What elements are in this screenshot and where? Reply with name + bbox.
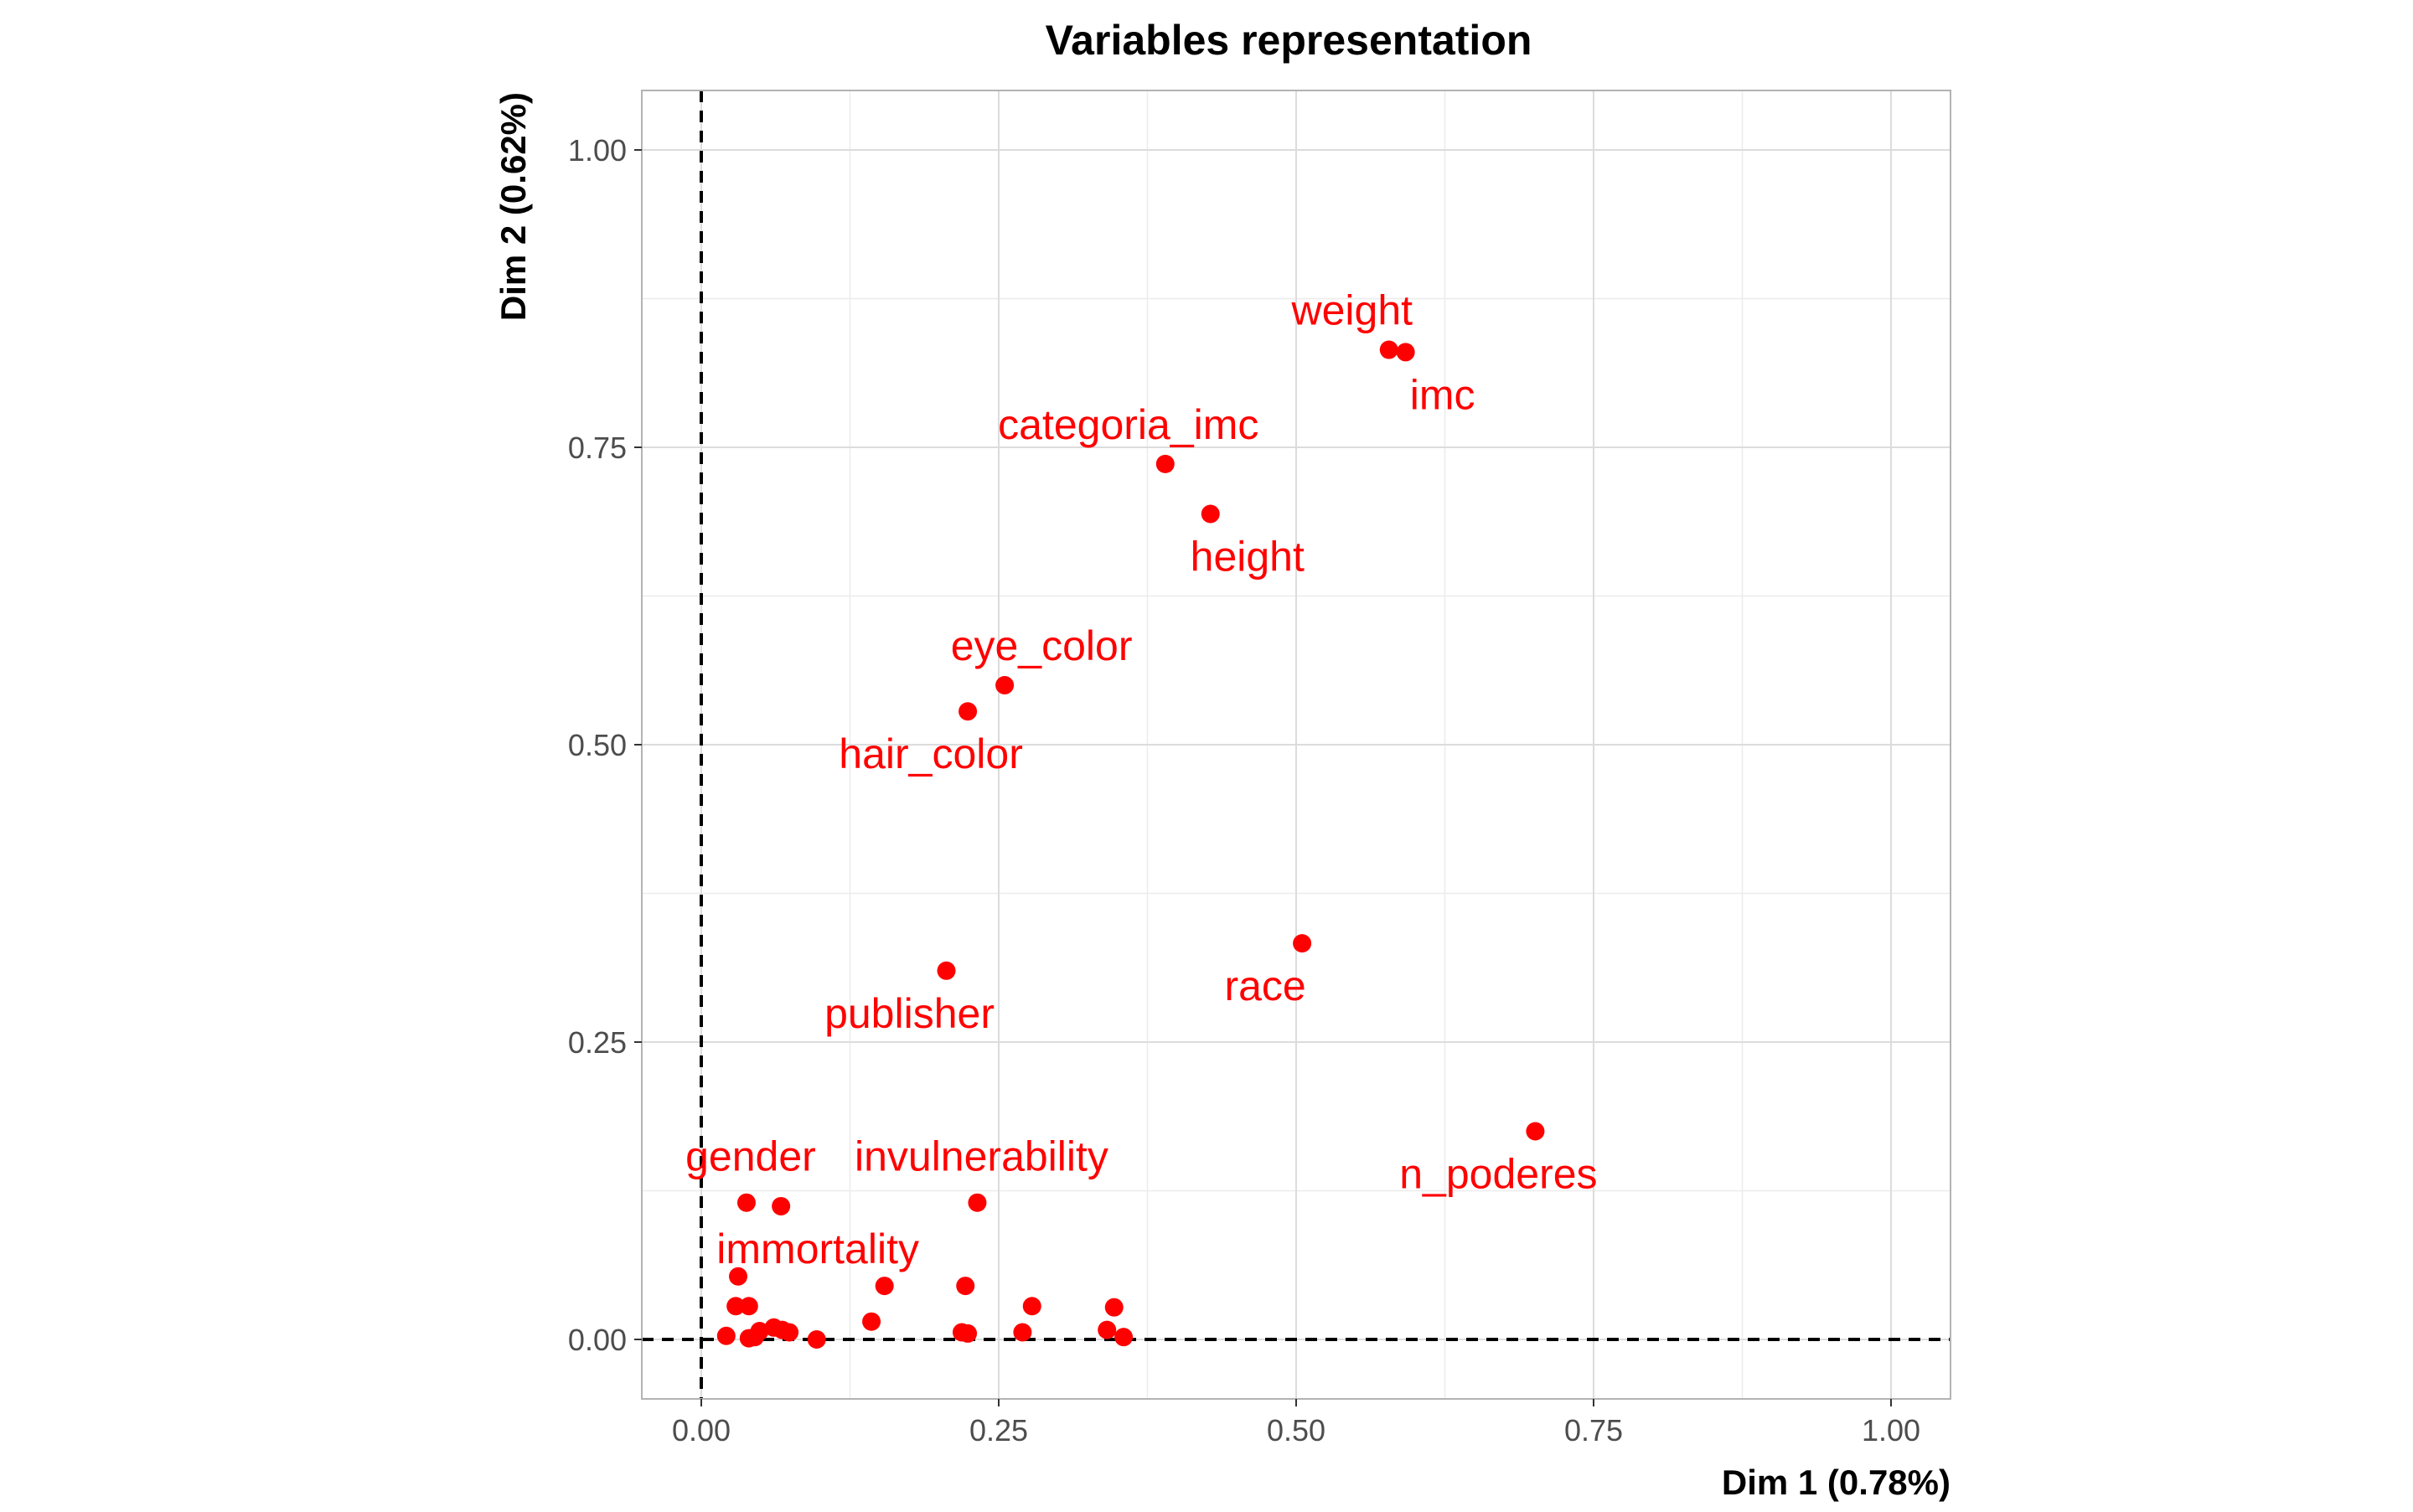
point-label-publisher: publisher <box>824 990 995 1037</box>
reference-lines <box>642 90 1951 1399</box>
x-tick-label: 1.00 <box>1862 1413 1920 1447</box>
data-point <box>1104 1298 1124 1317</box>
x-tick-label: 0.00 <box>672 1413 731 1447</box>
y-axis-ticks: 0.00 0.25 0.50 0.75 1.00 <box>568 133 642 1357</box>
data-point <box>1013 1323 1032 1342</box>
data-point <box>807 1330 826 1349</box>
x-axis-ticks: 0.00 0.25 0.50 0.75 1.00 <box>672 1399 1920 1447</box>
point-label-gender: gender <box>685 1133 816 1180</box>
data-point <box>956 1277 975 1296</box>
data-point <box>1293 934 1312 953</box>
y-tick-label: 0.75 <box>568 431 627 465</box>
data-point <box>780 1323 799 1342</box>
data-point <box>772 1196 791 1215</box>
data-points <box>716 340 1545 1349</box>
x-tick-label: 0.50 <box>1267 1413 1325 1447</box>
data-point <box>739 1297 758 1316</box>
data-point <box>1201 504 1220 524</box>
data-point <box>958 702 978 721</box>
y-axis-title: Dim 2 (0.62%) <box>493 92 533 321</box>
x-tick-label: 0.25 <box>969 1413 1028 1447</box>
data-point <box>736 1193 756 1212</box>
data-point <box>729 1267 748 1286</box>
data-point <box>1396 343 1415 362</box>
data-point <box>1155 454 1175 473</box>
y-tick-label: 0.00 <box>568 1323 627 1357</box>
data-point <box>937 961 956 980</box>
point-label-height: height <box>1191 534 1305 581</box>
point-label-imc: imc <box>1410 371 1475 418</box>
y-tick-label: 1.00 <box>568 133 627 168</box>
y-tick-label: 0.50 <box>568 728 627 762</box>
data-point <box>1022 1297 1041 1316</box>
data-point <box>862 1312 881 1331</box>
data-point <box>1114 1328 1134 1347</box>
data-point <box>750 1322 769 1341</box>
chart-title: Variables representation <box>1046 17 1532 64</box>
data-point <box>958 1324 978 1343</box>
data-point <box>1098 1320 1117 1339</box>
data-point <box>995 676 1015 694</box>
point-label-weight: weight <box>1290 287 1413 334</box>
x-axis-title: Dim 1 (0.78%) <box>1722 1463 1951 1502</box>
point-label-eye_color: eye_color <box>951 622 1133 669</box>
point-label-invulnerability: invulnerability <box>855 1133 1108 1180</box>
data-point <box>1379 340 1398 359</box>
data-point <box>726 1297 746 1316</box>
point-label-race: race <box>1224 962 1305 1009</box>
data-point <box>1526 1122 1545 1141</box>
point-label-hair_color: hair_color <box>839 730 1023 777</box>
data-point <box>716 1326 736 1345</box>
data-point <box>875 1277 894 1296</box>
data-point <box>968 1193 987 1212</box>
y-tick-label: 0.25 <box>568 1025 627 1060</box>
point-label-immortality: immortality <box>716 1226 919 1272</box>
x-tick-label: 0.75 <box>1564 1413 1623 1447</box>
point-label-n_poderes: n_poderes <box>1399 1151 1597 1198</box>
point-label-categoria_imc: categoria_imc <box>998 401 1258 448</box>
